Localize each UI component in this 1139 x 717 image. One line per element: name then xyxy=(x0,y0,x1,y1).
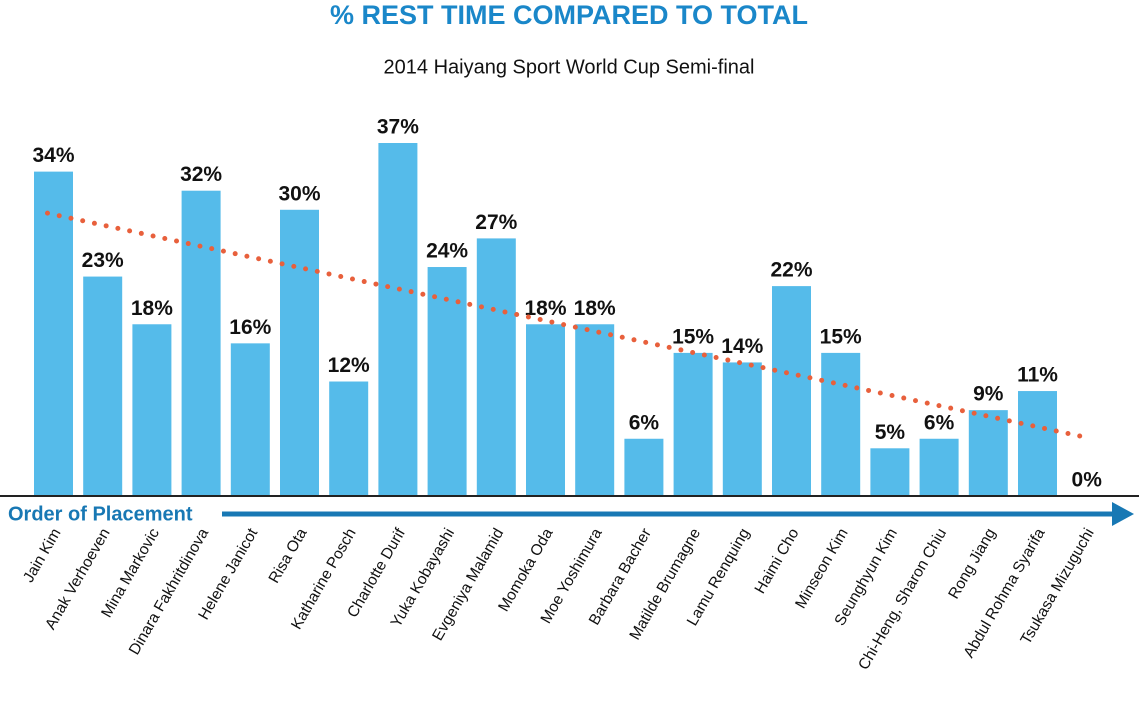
bar xyxy=(526,324,565,496)
chart-title: % REST TIME COMPARED TO TOTAL xyxy=(330,0,808,30)
bar xyxy=(378,143,418,496)
arrow-head xyxy=(1112,502,1134,526)
x-tick-label: Rong Jiang xyxy=(945,526,999,602)
data-label: 0% xyxy=(1072,469,1103,492)
bar xyxy=(83,276,123,496)
data-label: 5% xyxy=(875,421,906,444)
data-label: 24% xyxy=(426,240,468,263)
data-label: 27% xyxy=(475,211,517,234)
chart-subtitle: 2014 Haiyang Sport World Cup Semi-final xyxy=(384,56,755,78)
bar xyxy=(624,438,664,496)
data-label: 16% xyxy=(229,316,271,339)
data-label: 32% xyxy=(180,163,222,186)
bar xyxy=(230,343,270,496)
x-tick-label: Jain Kim xyxy=(20,526,64,586)
bar xyxy=(1018,391,1057,496)
trendline xyxy=(45,210,1090,441)
data-label: 9% xyxy=(973,383,1004,406)
data-label: 30% xyxy=(278,182,320,205)
data-label: 34% xyxy=(32,144,74,167)
bar xyxy=(132,324,172,496)
bar xyxy=(821,352,861,496)
bar xyxy=(427,267,467,496)
data-label: 15% xyxy=(672,325,714,348)
bar xyxy=(722,362,762,496)
data-label: 18% xyxy=(131,297,173,320)
x-axis-label: Order of Placement xyxy=(8,503,193,525)
bar xyxy=(476,238,516,497)
x-tick-label: Haimi Cho xyxy=(752,526,803,597)
data-label: 18% xyxy=(574,297,616,320)
x-tick-label: Minseon Kim xyxy=(792,526,852,612)
bar xyxy=(919,438,959,496)
data-label: 14% xyxy=(721,335,763,358)
x-tick-label: Chi-Heng, Sharon Chiu xyxy=(855,526,950,673)
bar xyxy=(280,209,319,496)
bar xyxy=(870,448,910,496)
data-label: 6% xyxy=(924,411,955,434)
data-label: 18% xyxy=(524,297,566,320)
bar xyxy=(575,324,615,496)
data-label: 22% xyxy=(770,259,812,282)
bar xyxy=(772,286,811,496)
data-label: 12% xyxy=(328,354,370,377)
bar xyxy=(329,381,369,496)
x-tick-label: Risa Ota xyxy=(266,525,311,586)
data-label: 11% xyxy=(1017,364,1058,387)
bar xyxy=(34,171,73,496)
bar xyxy=(968,410,1008,496)
bar xyxy=(181,190,221,496)
data-label: 15% xyxy=(820,325,862,348)
bar xyxy=(673,352,713,496)
data-label: 6% xyxy=(629,411,660,434)
data-label: 37% xyxy=(377,116,419,139)
data-label: 23% xyxy=(82,249,124,272)
